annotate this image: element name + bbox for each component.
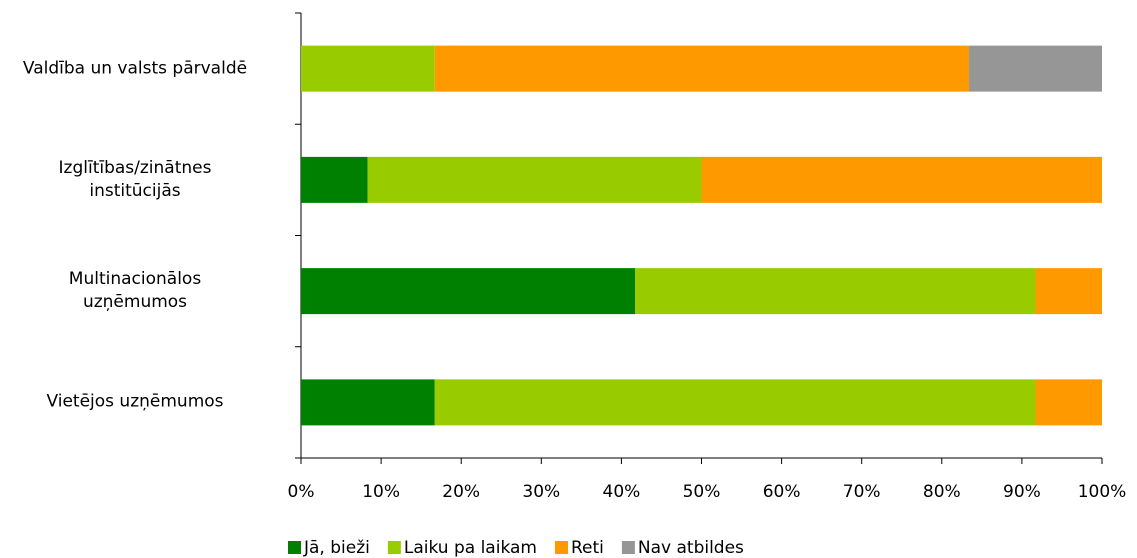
- bar-segment: [701, 156, 1102, 203]
- legend-swatch: [288, 541, 301, 554]
- bar-segment: [301, 268, 636, 315]
- x-tick-label: 10%: [362, 482, 400, 502]
- category-label: Izglītības/zinātnes institūcijās: [58, 157, 212, 201]
- legend-swatch: [554, 541, 568, 554]
- x-tick-label: 90%: [1003, 482, 1041, 502]
- bar-segment: [301, 379, 435, 426]
- legend-label: Laiku pa laikam: [404, 538, 537, 558]
- x-tick-label: 50%: [683, 482, 721, 502]
- x-tick-label: 20%: [442, 482, 480, 502]
- x-tick-label: 30%: [522, 482, 560, 502]
- bar-segment: [367, 156, 702, 203]
- bar-segment: [434, 379, 1036, 426]
- legend-label: Reti: [571, 538, 604, 558]
- bar-segment: [434, 45, 970, 92]
- category-label: Multinacionālos uzņēmumos: [68, 269, 202, 313]
- legend-label: Nav atbildes: [638, 538, 744, 558]
- x-tick-label: 0%: [288, 482, 315, 502]
- x-tick-label: 100%: [1078, 482, 1127, 502]
- x-tick-label: 40%: [603, 482, 641, 502]
- bar-segment: [1035, 379, 1102, 426]
- bar-segment: [301, 156, 368, 203]
- bar-segment: [635, 268, 1036, 315]
- category-label: Valdība un valsts pārvaldē: [22, 58, 248, 79]
- bar-segment: [969, 45, 1102, 92]
- legend-swatch: [621, 541, 635, 554]
- x-tick-label: 80%: [923, 482, 961, 502]
- x-tick-label: 60%: [763, 482, 801, 502]
- legend-swatch: [387, 541, 401, 554]
- bar-segment: [301, 45, 435, 92]
- legend-label: Jā, bieži: [303, 538, 370, 558]
- bar-segment: [1035, 268, 1102, 315]
- x-tick-label: 70%: [843, 482, 881, 502]
- category-label: Vietējos uzņēmumos: [46, 391, 224, 412]
